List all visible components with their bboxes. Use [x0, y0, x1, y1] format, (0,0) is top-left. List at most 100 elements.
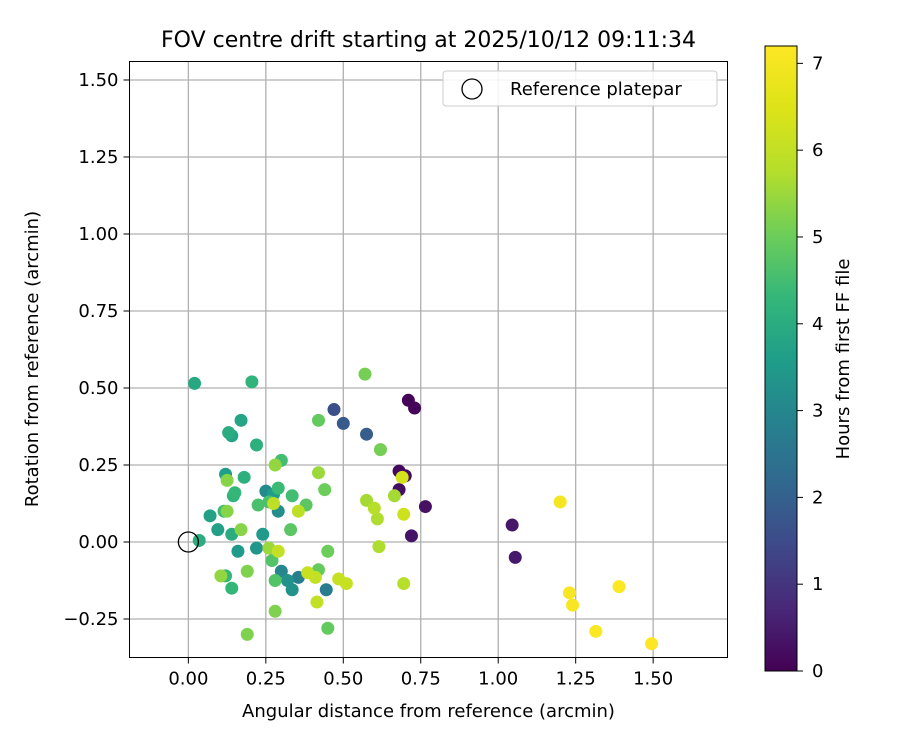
- data-point: [228, 486, 242, 500]
- data-point: [566, 598, 580, 612]
- data-point: [404, 529, 418, 543]
- y-tick-label: 0.00: [78, 532, 118, 553]
- data-point: [291, 504, 305, 518]
- colorbar: 0 1 2 3 4 5 6 7 Hours from first FF file: [764, 45, 854, 682]
- data-point: [312, 466, 326, 480]
- y-tick-label: 0.75: [78, 301, 118, 322]
- data-point: [562, 586, 576, 600]
- data-point: [240, 564, 254, 578]
- colorbar-tick-label: 4: [812, 314, 823, 335]
- data-point: [418, 500, 432, 514]
- colorbar-tick-label: 6: [812, 140, 823, 161]
- data-point: [387, 489, 401, 503]
- plot-area: [129, 61, 728, 658]
- y-tick-label: −0.25: [63, 609, 118, 630]
- data-point: [370, 512, 384, 526]
- data-point: [367, 501, 381, 515]
- x-tick-label: 1.50: [633, 669, 673, 690]
- data-point: [237, 470, 251, 484]
- data-point: [397, 577, 411, 591]
- colorbar-gradient: [764, 45, 798, 672]
- data-point: [234, 523, 248, 537]
- data-point: [188, 376, 202, 390]
- data-point: [312, 413, 326, 427]
- data-point: [336, 416, 350, 430]
- y-tick-label: 0.50: [78, 378, 118, 399]
- colorbar-ticks: 0 1 2 3 4 5 6 7: [797, 53, 823, 682]
- plot-frame: [129, 61, 728, 658]
- data-point: [268, 458, 282, 472]
- data-point: [220, 504, 234, 518]
- data-point: [360, 427, 374, 441]
- legend-marker-icon: [461, 78, 483, 100]
- data-point: [256, 527, 270, 541]
- data-point: [211, 523, 225, 537]
- x-tick-label: 0.00: [168, 669, 208, 690]
- grid: [129, 61, 728, 658]
- data-point: [327, 403, 341, 417]
- x-tick-label: 0.25: [246, 669, 286, 690]
- legend-label: Reference platepar: [510, 79, 682, 100]
- data-point: [358, 367, 372, 381]
- colorbar-tick-label: 0: [812, 661, 823, 682]
- data-point: [612, 580, 626, 594]
- data-point: [251, 498, 265, 512]
- data-point: [274, 564, 288, 578]
- legend: Reference platepar: [442, 70, 718, 107]
- data-point: [508, 550, 522, 564]
- x-tick-label: 1.00: [478, 669, 518, 690]
- data-point: [319, 583, 333, 597]
- data-point: [214, 569, 228, 583]
- legend-box: [442, 70, 718, 107]
- data-point: [372, 540, 386, 554]
- colorbar-tick-label: 2: [812, 487, 823, 508]
- data-point: [250, 438, 264, 452]
- data-point: [192, 533, 206, 547]
- data-point: [321, 544, 335, 558]
- data-point: [301, 566, 315, 580]
- data-point: [225, 581, 239, 595]
- x-tick-label: 0.75: [401, 669, 441, 690]
- data-point: [284, 523, 298, 537]
- colorbar-tick-label: 7: [812, 53, 823, 74]
- data-point: [318, 483, 332, 497]
- data-point: [589, 624, 603, 638]
- data-point: [553, 495, 567, 509]
- data-point: [310, 595, 324, 609]
- data-point: [245, 375, 259, 389]
- data-point: [268, 604, 282, 618]
- data-point: [271, 544, 285, 558]
- data-point: [240, 627, 254, 641]
- x-axis-label: Angular distance from reference (arcmin): [242, 701, 615, 722]
- colorbar-tick-label: 5: [812, 227, 823, 248]
- y-tick-label: 1.50: [78, 70, 118, 91]
- chart-title: FOV centre drift starting at 2025/10/12 …: [161, 28, 696, 53]
- data-point: [220, 473, 234, 487]
- reference-platepar-marker: [177, 531, 200, 553]
- data-point: [339, 577, 353, 591]
- data-point: [222, 426, 236, 440]
- plot-background: [129, 61, 728, 658]
- colorbar-tick-label: 3: [812, 401, 823, 422]
- data-point: [285, 489, 299, 503]
- data-point: [373, 443, 387, 457]
- data-point: [645, 637, 659, 651]
- data-point: [321, 621, 335, 635]
- data-point: [268, 573, 282, 587]
- x-axis-ticks: 0.00 0.25 0.50 0.75 1.00 1.25 1.50: [168, 657, 673, 690]
- y-tick-label: 1.25: [78, 147, 118, 168]
- data-point: [267, 496, 281, 510]
- colorbar-label: Hours from first FF file: [833, 259, 854, 460]
- data-point: [408, 401, 422, 415]
- data-point: [231, 544, 245, 558]
- data-point: [395, 470, 409, 484]
- data-point: [234, 413, 248, 427]
- y-tick-label: 0.25: [78, 455, 118, 476]
- data-point: [505, 518, 519, 532]
- data-point: [250, 541, 264, 555]
- x-tick-label: 1.25: [556, 669, 596, 690]
- data-point: [203, 509, 217, 523]
- y-tick-label: 1.00: [78, 224, 118, 245]
- colorbar-tick-label: 1: [812, 574, 823, 595]
